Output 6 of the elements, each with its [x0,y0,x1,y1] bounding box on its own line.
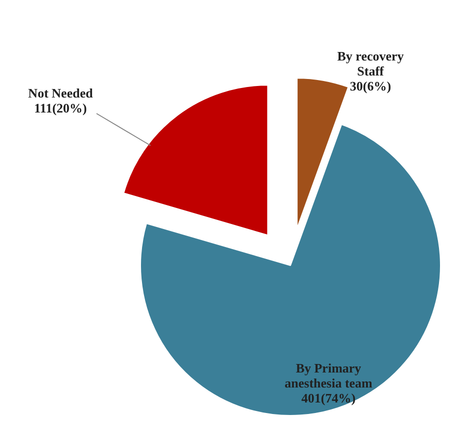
data-label: 401(74%) [301,390,356,406]
data-label: 111(20%) [34,100,87,116]
slice-label: Not Needed [28,86,94,100]
data-label: 30(6%) [350,78,392,94]
slice-label: By Primary anesthesia team [284,360,373,390]
slice-label: By recovery Staff [337,48,404,78]
